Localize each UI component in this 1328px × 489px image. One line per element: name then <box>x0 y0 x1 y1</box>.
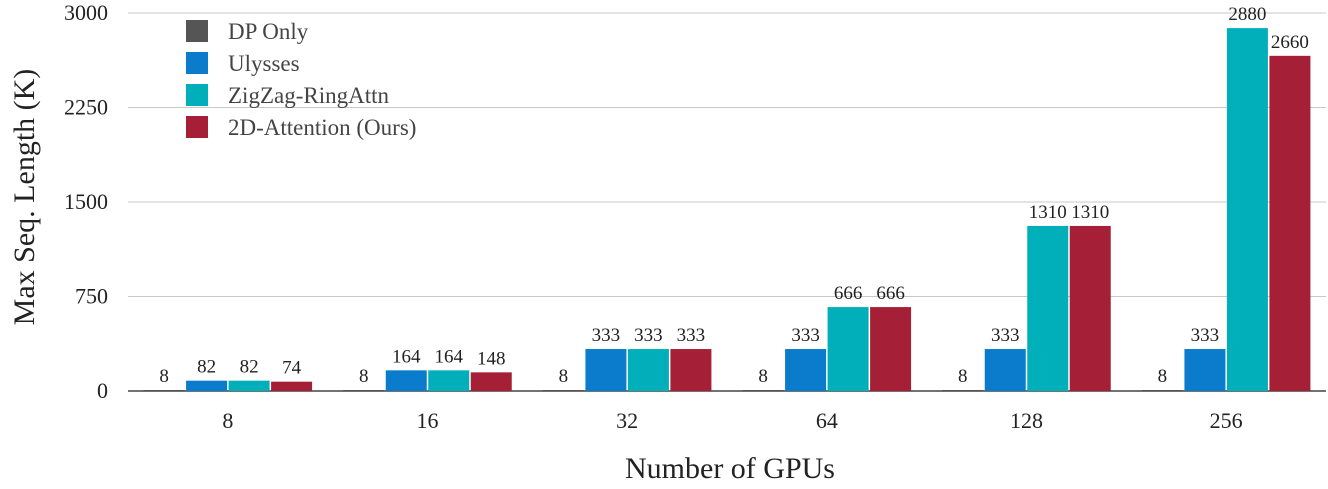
legend-swatch <box>186 52 208 74</box>
bar-zigzag-ringattn-16 <box>428 370 470 391</box>
bars <box>143 28 1311 392</box>
data-label: 8 <box>159 366 169 387</box>
x-tick-label: 64 <box>816 408 838 433</box>
bar-dp-only-128 <box>942 389 984 391</box>
legend-swatch <box>186 20 208 42</box>
x-axis-title: Number of GPUs <box>625 452 835 485</box>
gridlines <box>128 12 1326 392</box>
data-label: 148 <box>477 348 506 369</box>
x-tick-label: 256 <box>1210 408 1243 433</box>
x-tick-label: 32 <box>616 408 638 433</box>
legend-label: ZigZag-RingAttn <box>228 83 389 108</box>
bar-2d-attention-ours-64 <box>870 307 912 391</box>
bar-zigzag-ringattn-128 <box>1027 225 1069 391</box>
bar-ulysses-128 <box>984 349 1026 391</box>
data-label: 1310 <box>1071 202 1109 223</box>
data-label: 2660 <box>1271 32 1309 53</box>
y-axis-title: Max Seq. Length (K) <box>8 69 41 326</box>
bar-zigzag-ringattn-64 <box>827 307 869 391</box>
bar-ulysses-256 <box>1184 349 1226 391</box>
data-label: 666 <box>834 283 863 304</box>
bar-ulysses-16 <box>385 370 427 391</box>
bar-ulysses-8 <box>186 380 228 391</box>
bar-ulysses-64 <box>785 349 827 391</box>
bar-dp-only-256 <box>1141 389 1183 391</box>
bar-2d-attention-ours-8 <box>271 381 313 391</box>
bar-2d-attention-ours-128 <box>1069 225 1111 391</box>
data-label: 8 <box>359 366 369 387</box>
data-label: 666 <box>876 283 905 304</box>
y-tick-label: 3000 <box>64 0 108 25</box>
data-label: 82 <box>197 357 216 378</box>
legend: DP Only Ulysses ZigZag-RingAttn 2D-Attentio… <box>186 19 416 140</box>
bar-dp-only-8 <box>143 389 185 391</box>
bar-zigzag-ringattn-256 <box>1226 28 1268 392</box>
data-label: 333 <box>991 325 1020 346</box>
bar-dp-only-64 <box>742 389 784 391</box>
x-tick-label: 128 <box>1010 408 1043 433</box>
bar-zigzag-ringattn-8 <box>228 380 270 391</box>
x-tick-label: 8 <box>222 408 233 433</box>
bar-2d-attention-ours-16 <box>470 372 512 391</box>
legend-label: Ulysses <box>228 51 300 76</box>
bar-ulysses-32 <box>585 349 627 391</box>
data-label: 1310 <box>1029 202 1067 223</box>
y-tick-label: 2250 <box>64 95 108 120</box>
data-label: 74 <box>282 358 302 379</box>
data-label: 164 <box>435 346 464 367</box>
data-label: 2880 <box>1228 4 1266 25</box>
data-label: 333 <box>634 325 663 346</box>
legend-swatch <box>186 84 208 106</box>
y-tick-label: 0 <box>97 378 108 403</box>
bar-2d-attention-ours-256 <box>1269 55 1311 392</box>
y-tick-label: 750 <box>75 284 108 309</box>
y-tick-label: 1500 <box>64 189 108 214</box>
legend-label: 2D-Attention (Ours) <box>228 115 416 140</box>
bar-dp-only-16 <box>343 389 385 391</box>
x-tick-label: 16 <box>417 408 439 433</box>
x-tick-labels: 8 16 32 64 128 256 <box>222 408 1242 433</box>
data-label: 164 <box>392 346 421 367</box>
data-label: 333 <box>791 325 820 346</box>
legend-swatch <box>186 116 208 138</box>
data-label: 82 <box>240 357 259 378</box>
data-label: 8 <box>1158 366 1168 387</box>
data-label: 333 <box>592 325 621 346</box>
legend-label: DP Only <box>228 19 309 44</box>
bar-zigzag-ringattn-32 <box>627 349 669 391</box>
data-label: 8 <box>559 366 569 387</box>
data-label: 333 <box>677 325 706 346</box>
bar-dp-only-32 <box>542 389 584 391</box>
data-labels: 8 82 82 74 8 164 164 148 8 333 333 333 8 333 666 666 8 33… <box>159 4 1309 387</box>
data-label: 8 <box>958 366 968 387</box>
data-label: 8 <box>758 366 768 387</box>
data-label: 333 <box>1191 325 1220 346</box>
y-tick-labels: 0 750 1500 2250 3000 <box>64 0 108 403</box>
bar-2d-attention-ours-32 <box>670 349 712 391</box>
